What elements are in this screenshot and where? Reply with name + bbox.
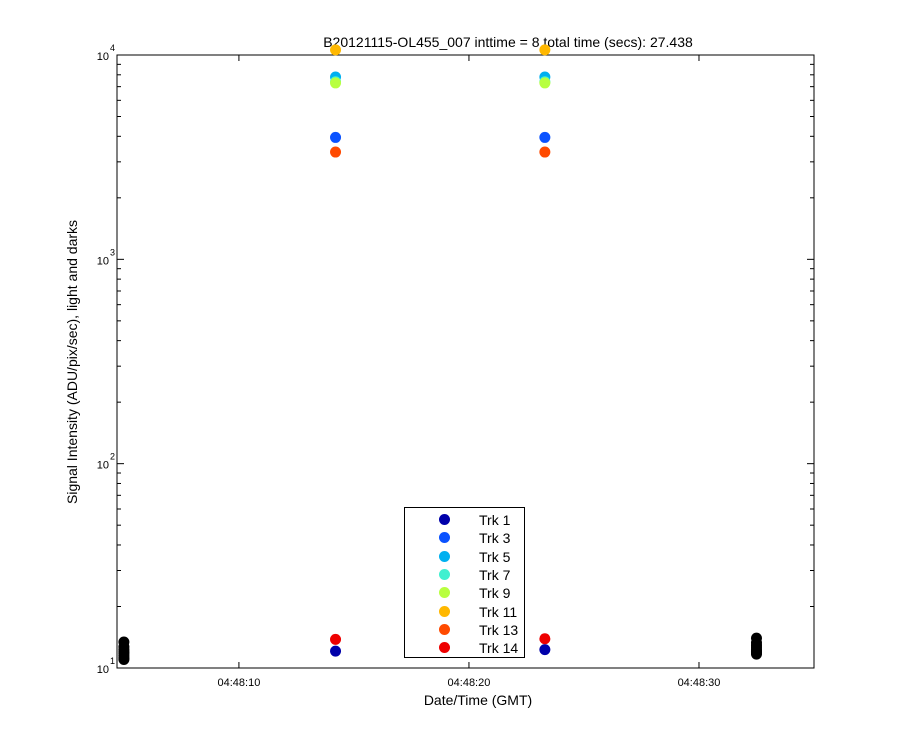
legend-label: Trk 9 [479, 585, 511, 602]
y-tick-exponent: 1 [110, 656, 115, 666]
y-tick-exponent: 4 [110, 43, 115, 53]
legend: Trk 1 Trk 3 Trk 5 Trk 7 Trk 9 Trk 11 Trk 13 Trk… [404, 507, 525, 658]
legend-label: Trk 13 [479, 621, 519, 638]
data-point [330, 131, 342, 143]
chart-title: B20121115-OL455_007 inttime = 8 total ti… [323, 34, 693, 50]
legend-marker [439, 642, 450, 654]
y-tick-label: 10 [97, 460, 109, 472]
legend-label: Trk 14 [479, 640, 519, 657]
legend-item: Trk 14 [405, 639, 524, 657]
y-axis-label: Signal Intensity (ADU/pix/sec), light an… [64, 220, 80, 504]
legend-marker [439, 514, 450, 525]
data-point [330, 77, 342, 89]
data-point [330, 633, 342, 645]
legend-marker [439, 587, 450, 599]
legend-marker [439, 532, 450, 544]
data-point [539, 131, 551, 143]
legend-item: Trk 7 [405, 566, 524, 584]
x-axis-label: Date/Time (GMT) [424, 692, 532, 708]
legend-item: Trk 13 [405, 621, 524, 639]
y-tick-exponent: 3 [110, 247, 115, 257]
data-point [539, 644, 551, 656]
data-point [330, 645, 342, 657]
x-tick-label: 04:48:10 [218, 677, 261, 689]
legend-item: Trk 9 [405, 584, 524, 602]
legend-item: Trk 1 [405, 511, 524, 529]
legend-label: Trk 11 [479, 603, 518, 620]
x-tick-label: 04:48:20 [448, 677, 491, 689]
y-tick-label: 10 [97, 664, 109, 676]
legend-label: Trk 5 [479, 548, 511, 565]
legend-item: Trk 11 [405, 603, 524, 621]
legend-marker [439, 568, 450, 580]
data-point [539, 44, 551, 56]
y-tick-label: 10 [97, 255, 109, 267]
legend-marker [439, 550, 450, 562]
legend-marker [439, 623, 450, 635]
data-point [539, 77, 551, 89]
legend-marker [439, 605, 450, 617]
y-tick-label: 10 [97, 51, 109, 63]
data-points [118, 44, 762, 666]
data-point [330, 44, 342, 56]
legend-label: Trk 7 [479, 566, 511, 583]
data-point [539, 146, 551, 158]
x-tick-label: 04:48:30 [678, 677, 721, 689]
data-point [118, 654, 130, 666]
legend-label: Trk 3 [479, 530, 511, 547]
legend-label: Trk 1 [479, 512, 511, 528]
data-point [539, 633, 551, 645]
y-tick-exponent: 2 [110, 452, 115, 462]
data-point [330, 146, 342, 158]
legend-item: Trk 3 [405, 529, 524, 547]
legend-item: Trk 5 [405, 548, 524, 566]
data-point [750, 648, 762, 660]
